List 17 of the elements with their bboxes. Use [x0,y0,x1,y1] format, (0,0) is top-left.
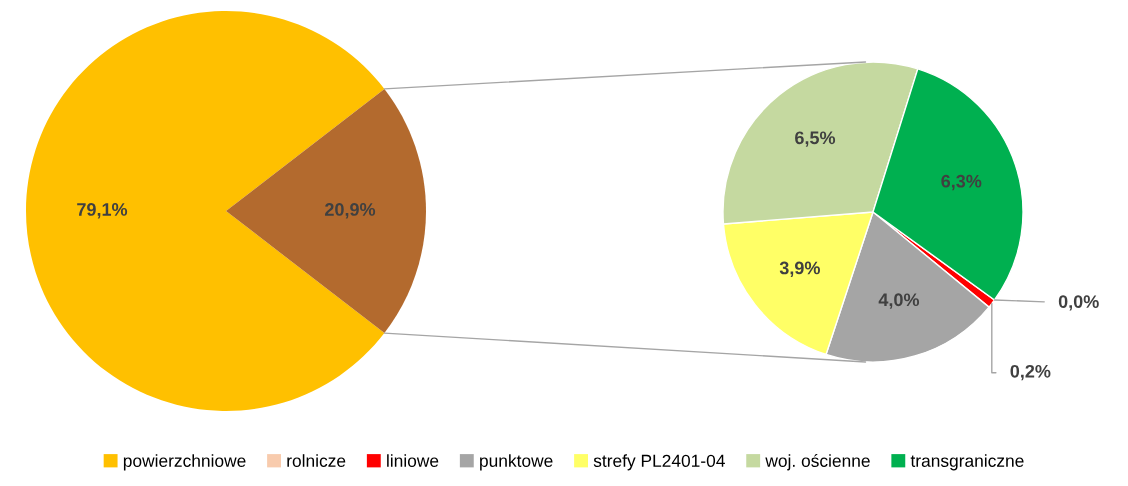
text: 0,0% [1058,295,1099,311]
legend-label: rolnicze [287,454,346,467]
data-label: 0,2% [1010,364,1051,381]
data-label: 6,3% [941,174,982,191]
legend-label: powierzchniowe [123,454,246,471]
legend-label: strefy PL2401-04 [593,454,725,471]
legend-label: transgraniczne [910,454,1024,471]
data-label: 3,9% [779,261,820,277]
data-label: 20,9% [325,203,376,219]
data-label: 6,5% [795,131,836,147]
legend-label: liniowe [387,454,439,467]
pie-slice [226,88,426,334]
data-label: 79,1% [77,203,128,219]
legend-label: punktowe [480,454,553,471]
data-label: 4,0% [878,293,920,309]
legend-label: woj. ościenne [765,453,870,471]
pie-slice [26,11,385,411]
